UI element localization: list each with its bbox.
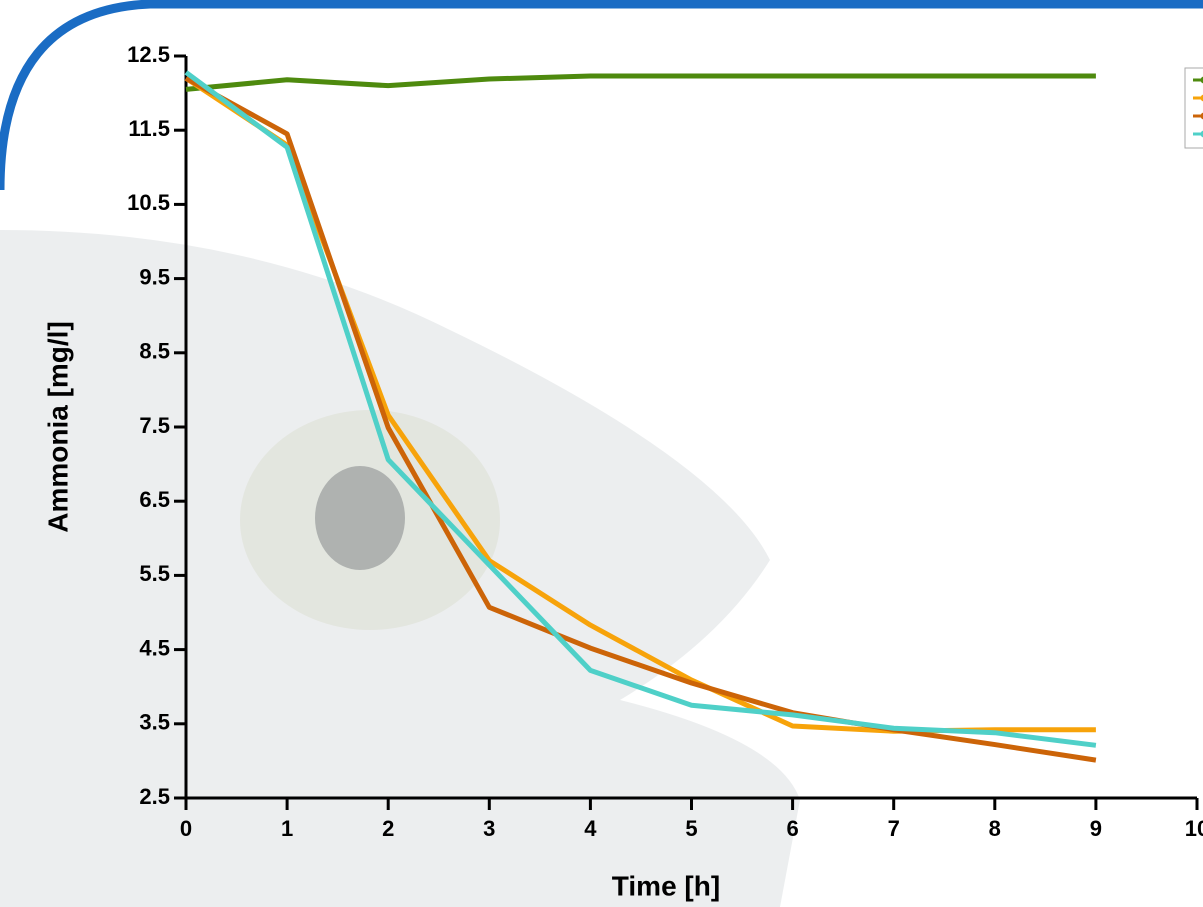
x-tick-label: 4: [584, 816, 597, 841]
y-tick-label: 12.5: [127, 42, 170, 67]
series-line: [186, 76, 1096, 89]
x-tick-label: 1: [281, 816, 293, 841]
y-tick-label: 6.5: [139, 487, 170, 512]
x-tick-label: 0: [180, 816, 192, 841]
x-tick-label: 10: [1185, 816, 1203, 841]
y-tick-label: 5.5: [139, 561, 170, 586]
x-tick-label: 6: [786, 816, 798, 841]
x-tick-label: 2: [382, 816, 394, 841]
x-tick-label: 9: [1090, 816, 1102, 841]
y-tick-label: 9.5: [139, 264, 170, 289]
x-tick-label: 7: [888, 816, 900, 841]
y-axis-label: Ammonia [mg/l]: [42, 321, 73, 533]
y-tick-label: 11.5: [128, 116, 170, 141]
slide: Ammonia [mg/l] Time [h] 2.5 3.5 4.5 5.5 6.5 7…: [0, 0, 1203, 907]
y-tick-label: 7.5: [139, 413, 170, 438]
slide-arc: [0, 4, 1203, 190]
x-tick-label: 3: [483, 816, 495, 841]
background-fish-pupil: [315, 466, 405, 570]
x-tick-label: 5: [685, 816, 697, 841]
y-tick-label: 8.5: [139, 339, 170, 364]
y-tick-label: 10.5: [127, 190, 170, 215]
y-tick-label: 2.5: [139, 784, 170, 809]
y-tick-label: 3.5: [139, 710, 170, 735]
x-axis-label: Time [h]: [612, 870, 720, 901]
y-tick-label: 4.5: [139, 635, 170, 660]
x-tick-label: 8: [989, 816, 1001, 841]
